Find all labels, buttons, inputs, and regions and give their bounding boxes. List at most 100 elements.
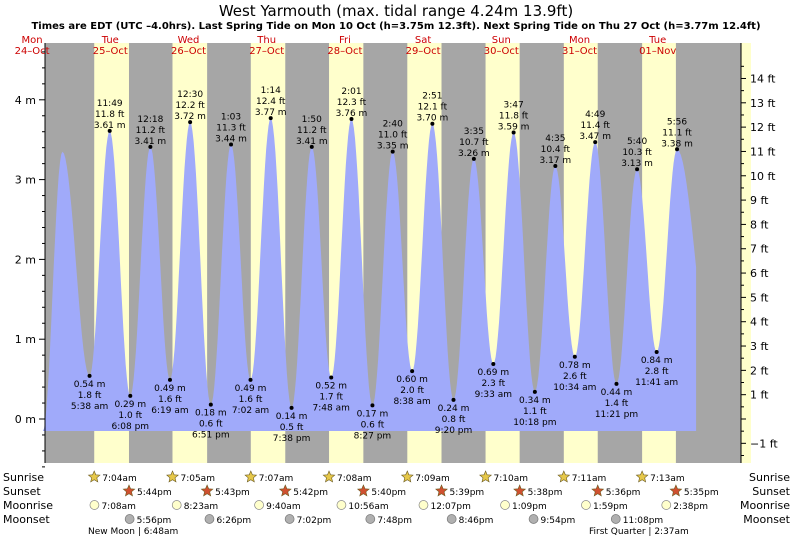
low-tide-time: 7:38 pm [273, 434, 311, 444]
high-tide-meters: 3.70 m [417, 114, 449, 124]
high-tide-feet: 11.8 ft [499, 112, 529, 122]
high-tide-time: 12:30 [177, 90, 203, 100]
right-tick-label: 3 ft [750, 340, 769, 353]
high-tide-marker [390, 149, 395, 154]
right-tick-label: 5 ft [750, 291, 769, 304]
low-tide-marker [167, 377, 172, 382]
high-tide-marker [593, 140, 598, 145]
low-tide-marker [491, 361, 496, 366]
sunset-time: 5:44pm [137, 488, 172, 498]
sunset-time: 5:38pm [528, 488, 563, 498]
low-tide-marker [208, 402, 213, 407]
right-tick-label: 9 ft [750, 194, 769, 207]
day-header-weekday: Fri [339, 35, 351, 46]
high-tide-time: 1:03 [221, 112, 241, 122]
sunset-icon [669, 484, 683, 497]
low-tide-time: 5:38 am [71, 402, 108, 412]
low-tide-feet: 1.6 ft [239, 395, 263, 405]
low-tide-feet: 1.7 ft [319, 393, 343, 403]
high-tide-feet: 11.2 ft [136, 126, 166, 136]
right-tick-label: 7 ft [750, 243, 769, 256]
row-label-right: Moonrise [740, 499, 790, 512]
low-tide-marker [329, 375, 334, 380]
high-tide-meters: 3.59 m [498, 123, 530, 133]
moonset-time: 6:26pm [216, 516, 251, 526]
low-tide-feet: 1.8 ft [78, 391, 102, 401]
moonrise-icon [581, 500, 591, 510]
tide-area [42, 118, 697, 431]
low-tide-time: 6:51 pm [192, 431, 230, 441]
high-tide-marker [229, 142, 234, 147]
low-tide-marker [370, 403, 375, 408]
low-tide-time: 7:48 am [313, 404, 350, 414]
right-tick-label: 13 ft [750, 97, 776, 110]
moonrise-time: 12:07pm [430, 502, 470, 512]
sunrise-icon [322, 470, 336, 483]
sunrise-icon [87, 470, 101, 483]
day-header-date: 26–Oct [171, 46, 206, 57]
low-tide-feet: 0.6 ft [199, 420, 223, 430]
moonset-icon [610, 514, 621, 524]
sunrise-icon [244, 470, 258, 483]
sunset-icon [278, 484, 292, 497]
low-tide-feet: 1.0 ft [118, 411, 142, 421]
day-header-date: 24–Oct [15, 46, 50, 57]
day-header-date: 30–Oct [484, 46, 519, 57]
high-tide-feet: 12.3 ft [337, 98, 367, 108]
sunset-time: 5:36pm [606, 488, 641, 498]
high-tide-meters: 3.77 m [255, 108, 287, 118]
low-tide-meters: 0.52 m [315, 382, 347, 392]
high-tide-marker [148, 144, 153, 149]
sunrise-icon [635, 470, 649, 483]
moonrise-icon [500, 500, 510, 510]
day-header-weekday: Sat [415, 35, 431, 46]
moonrise-time: 9:40am [266, 502, 301, 512]
high-tide-feet: 12.1 ft [418, 103, 448, 113]
high-tide-meters: 3.76 m [336, 109, 368, 119]
moonrise-icon [336, 500, 347, 510]
moonrise-icon [254, 500, 264, 510]
chart-title: West Yarmouth (max. tidal range 4.24m 13… [219, 2, 573, 20]
left-tick-label: 3 m [15, 174, 36, 187]
low-tide-meters: 0.34 m [519, 396, 551, 406]
left-tick-label: 0 m [15, 413, 36, 426]
row-label-left: Sunrise [3, 471, 44, 484]
day-header-date: 28–Oct [327, 46, 362, 57]
high-tide-marker [471, 156, 476, 161]
moonset-icon [284, 514, 295, 524]
low-tide-meters: 0.44 m [601, 388, 633, 398]
right-tick-label: 8 ft [750, 218, 769, 231]
high-tide-time: 5:40 [627, 137, 647, 147]
low-tide-time: 11:41 am [635, 378, 678, 388]
high-tide-time: 2:40 [383, 120, 403, 130]
high-tide-marker [675, 147, 680, 152]
low-tide-marker [451, 397, 456, 402]
high-tide-marker [349, 116, 354, 121]
sunset-icon [435, 484, 448, 497]
high-tide-feet: 12.4 ft [256, 97, 286, 107]
right-tick-label: 4 ft [750, 316, 769, 329]
low-tide-meters: 0.18 m [195, 409, 227, 419]
low-tide-meters: 0.54 m [74, 380, 106, 390]
day-header-weekday: Mon [22, 35, 43, 46]
low-tide-meters: 0.84 m [641, 356, 673, 366]
high-tide-time: 1:14 [261, 86, 281, 96]
high-tide-feet: 11.8 ft [95, 110, 125, 120]
sunrise-icon [166, 470, 179, 483]
sunset-time: 5:40pm [371, 488, 406, 498]
low-tide-time: 8:38 am [393, 397, 430, 407]
high-tide-marker [511, 130, 516, 135]
right-tick-label: 12 ft [750, 121, 776, 134]
high-tide-meters: 3.17 m [539, 156, 571, 166]
right-tick-label: 2 ft [750, 364, 769, 377]
high-tide-time: 12:18 [137, 115, 163, 125]
moonrise-time: 7:08am [101, 502, 136, 512]
day-header-weekday: Wed [178, 35, 200, 46]
low-tide-meters: 0.60 m [396, 375, 428, 385]
sunset-icon [356, 484, 370, 497]
row-label-right: Sunrise [749, 471, 790, 484]
high-tide-time: 5:56 [667, 117, 687, 127]
sunrise-time: 7:07am [259, 474, 294, 484]
high-tide-meters: 3.38 m [661, 139, 693, 149]
high-tide-marker [309, 144, 314, 149]
